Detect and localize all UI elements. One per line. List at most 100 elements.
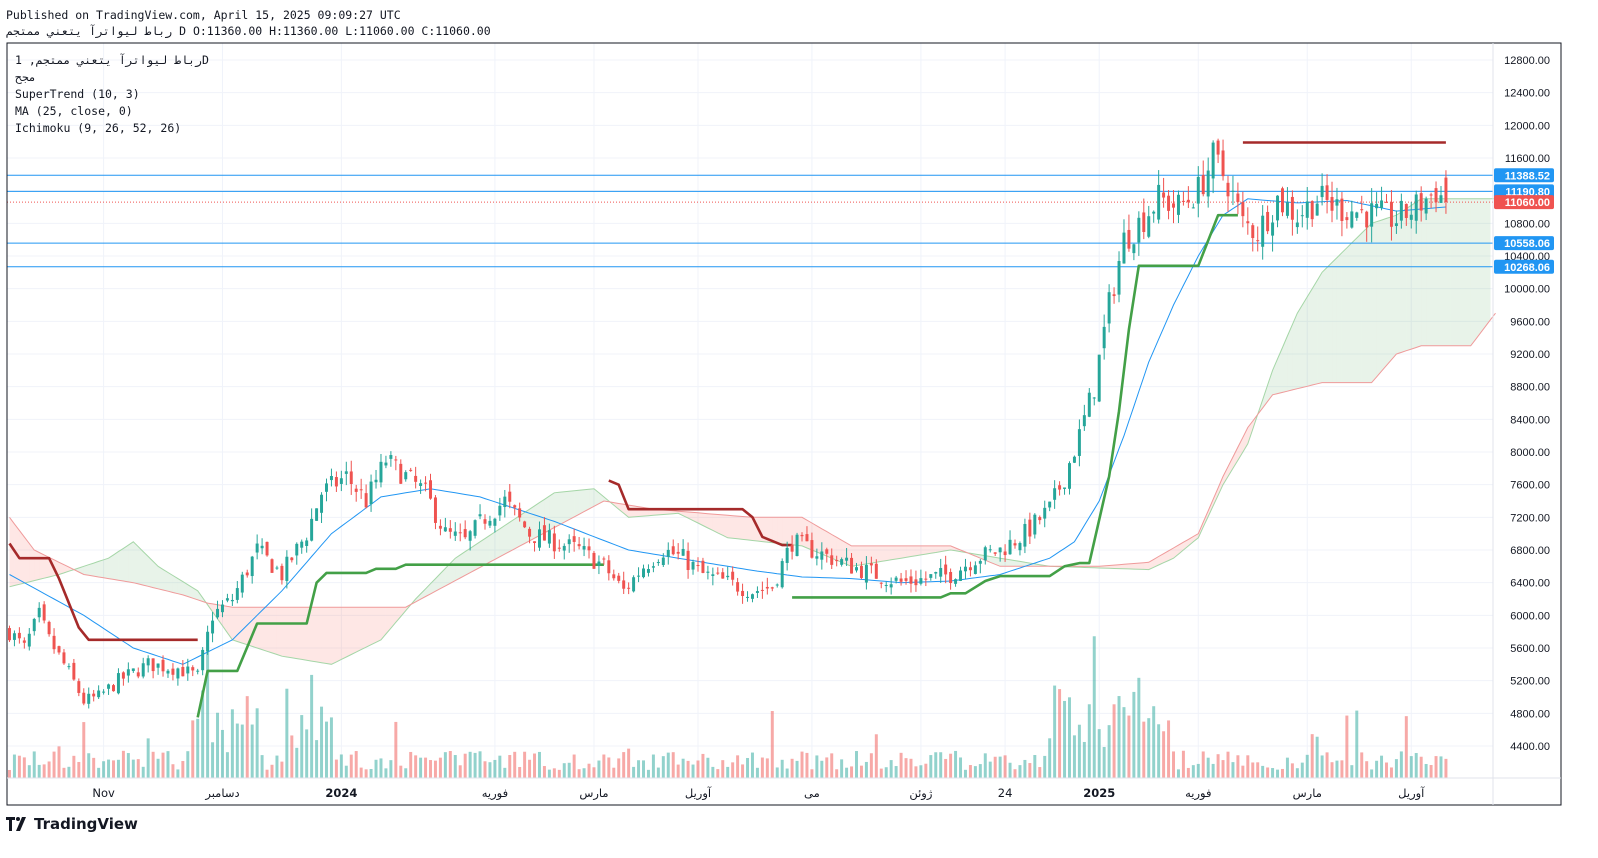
cloud-segment (717, 514, 723, 536)
cloud-segment (267, 607, 273, 653)
candle-body (463, 529, 467, 538)
volume-bar (339, 754, 343, 778)
candle-body (478, 514, 482, 517)
volume-bar (785, 768, 789, 778)
candle (577, 536, 581, 550)
time-axis[interactable]: Nov دسامبر 2024 فوريه مارس آوريل مى ژوئن 24 2025 ف… (92, 786, 1425, 801)
candle-body (37, 607, 41, 618)
candle-body (225, 598, 229, 601)
candle-body (770, 587, 774, 589)
candle-body (1196, 176, 1200, 204)
cloud-segment (712, 514, 718, 533)
candle (637, 567, 641, 583)
cloud-segment (480, 538, 485, 568)
y-tick-label: 11600.00 (1505, 153, 1550, 165)
volume-bar (1251, 762, 1255, 778)
cloud-segment (747, 516, 753, 541)
volume-bar (572, 754, 576, 778)
cloud-segment (430, 578, 436, 594)
legend-indicator-ichimoku[interactable]: Ichimoku (9, 26, 52, 26) (15, 121, 182, 135)
cloud-segment (1138, 562, 1144, 570)
tradingview-logo[interactable]: TradingView (6, 815, 138, 833)
candle-body (528, 528, 532, 537)
candle (250, 555, 254, 584)
candle-body (607, 560, 611, 574)
candle (1276, 195, 1280, 228)
y-tick-label: 8400.00 (1510, 414, 1550, 426)
candle-body (780, 561, 784, 588)
cloud-segment (128, 541, 134, 583)
candle (429, 473, 432, 500)
volume-bar (924, 763, 928, 778)
volume-bar (691, 764, 695, 778)
candle (1063, 487, 1067, 495)
candle-body (1320, 185, 1324, 198)
legend-indicator-supertrend[interactable]: SuperTrend (10, 3) (15, 87, 140, 101)
volume-bar (731, 762, 735, 778)
volume-bar (1256, 762, 1260, 778)
volume-bar (1206, 757, 1210, 778)
legend-indicator-ma[interactable]: MA (25, close, 0) (15, 104, 133, 118)
cloud-segment (103, 558, 109, 579)
cloud-segment (177, 578, 183, 595)
volume-bar (7, 769, 11, 778)
candle-body (825, 549, 829, 554)
candle-body (661, 557, 665, 566)
horizontal-lines[interactable] (7, 174, 1493, 268)
candle-body (176, 668, 180, 679)
candle (567, 534, 571, 553)
volume-bar (1241, 765, 1245, 778)
price-axis[interactable]: 4400.00 4800.00 5200.00 5600.00 6000.00 6400.… (1504, 55, 1550, 753)
cloud-segment (1193, 533, 1199, 542)
candle-body (1315, 203, 1319, 216)
volume-bar (592, 767, 596, 778)
candle (290, 556, 294, 563)
candle-body (1008, 539, 1012, 555)
volume-bar (1271, 768, 1275, 778)
candle-body (1072, 456, 1076, 463)
candle-body (1424, 198, 1428, 214)
cloud-segment (836, 537, 842, 563)
candle (364, 484, 368, 509)
ma-path (9, 198, 1446, 665)
candle-body (949, 571, 953, 583)
supertrend-up-segment (792, 213, 1238, 599)
hline-badge: 10558.06 (1494, 236, 1554, 251)
candle (1389, 190, 1393, 241)
candle-body (389, 455, 393, 459)
candle-body (359, 489, 363, 491)
chart-frame (6, 42, 1562, 806)
candle (627, 582, 631, 595)
candle-body (1063, 487, 1067, 489)
candle-body (1097, 354, 1101, 402)
volume-bar (453, 755, 457, 778)
candle-body (27, 633, 31, 647)
senkou-a-line (9, 198, 1496, 665)
cloud-segment (148, 556, 154, 588)
candle (884, 581, 888, 593)
candle-body (404, 472, 408, 480)
x-tick-label: 2024 (325, 786, 357, 800)
candle (557, 539, 561, 552)
cloud-segment (618, 503, 624, 514)
candle-body (998, 547, 1002, 553)
candle-body (577, 544, 581, 547)
candle (1444, 170, 1448, 214)
candle-body (696, 565, 700, 567)
volume-bar (597, 760, 601, 778)
cloud-segment (569, 490, 575, 520)
candle-body (1172, 203, 1175, 208)
candle (1003, 544, 1007, 562)
volume-bar (107, 759, 111, 778)
candle (1008, 530, 1012, 555)
cloud-segment (1114, 564, 1120, 569)
cloud-segment (1450, 198, 1456, 346)
candle-body (993, 552, 997, 554)
candle (1290, 190, 1294, 236)
candle-body (448, 528, 452, 532)
candle-body (874, 563, 878, 579)
candle-body (1236, 193, 1240, 203)
cloud-segment (153, 561, 159, 589)
volume-bar (963, 769, 967, 778)
